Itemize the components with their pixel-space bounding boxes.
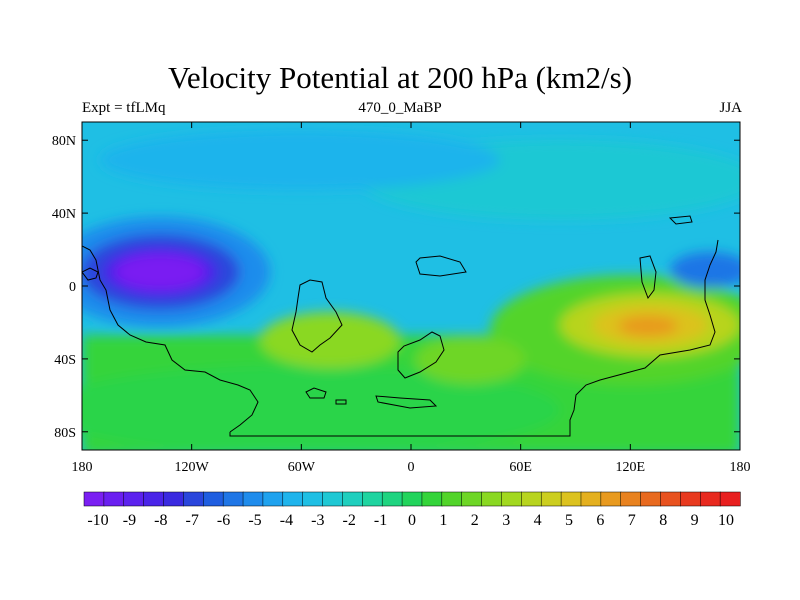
colorbar-label: 3	[502, 512, 510, 529]
colorbar-label: -5	[248, 512, 261, 529]
colorbar-label: -1	[374, 512, 387, 529]
colorbar-label: -6	[217, 512, 230, 529]
x-tick-label: 120W	[175, 460, 210, 475]
colorbar-swatch	[521, 491, 542, 507]
x-tick-label: 0	[408, 460, 415, 475]
y-tick-label: 80S	[54, 426, 76, 441]
colorbar-label: 9	[691, 512, 699, 529]
colorbar-label: 5	[565, 512, 573, 529]
colorbar-label: -8	[154, 512, 167, 529]
x-tick-label: 60E	[509, 460, 532, 475]
case-label: 470_0_MaBP	[358, 100, 442, 116]
x-tick-label: 180	[730, 460, 751, 475]
colorbar-swatch	[183, 491, 204, 507]
coastlines	[82, 215, 719, 437]
colorbar-swatch	[163, 491, 185, 507]
colorbar-swatch	[322, 491, 344, 507]
colorbar-label: 4	[534, 512, 542, 529]
colorbar-swatch	[719, 491, 741, 507]
colorbar-swatch	[580, 491, 602, 507]
colorbar-swatch	[203, 491, 224, 507]
colorbar-label: 10	[718, 512, 734, 529]
colorbar-swatch	[680, 491, 701, 507]
colorbar-swatch	[501, 491, 522, 507]
colorbar-label: 6	[596, 512, 604, 529]
colorbar-label: 2	[471, 512, 479, 529]
colorbar-swatch	[560, 491, 582, 507]
colorbar-label: -2	[343, 512, 356, 529]
colorbar-swatch	[242, 491, 264, 507]
colorbar-swatch	[342, 491, 363, 507]
colorbar-swatch	[262, 491, 284, 507]
colorbar-swatch	[302, 491, 324, 507]
y-axis: 80N 40N 0 40S 80S	[52, 134, 740, 441]
x-tick-label: 60W	[288, 460, 316, 475]
season-label: JJA	[719, 100, 742, 116]
colorbar: -10 -9 -8 -7 -6 -5 -4 -3 -2 -1 0 1 2 3 4 5 6 7 8 9 10	[83, 491, 741, 529]
colorbar-swatch	[600, 491, 622, 507]
x-axis: 180 120W 60W 0 60E 120E 180	[72, 122, 751, 475]
x-tick-label: 120E	[616, 460, 646, 475]
colorbar-swatch	[381, 491, 403, 507]
chart-title: Velocity Potential at 200 hPa (km2/s)	[167, 60, 633, 95]
colorbar-swatch	[540, 491, 562, 507]
colorbar-swatch	[362, 491, 383, 507]
y-tick-label: 40N	[52, 207, 76, 222]
y-tick-label: 0	[69, 280, 76, 295]
colorbar-label: 0	[408, 512, 416, 529]
colorbar-label: 1	[439, 512, 447, 529]
y-tick-label: 80N	[52, 134, 76, 149]
contour-field	[82, 122, 740, 450]
colorbar-swatch	[481, 491, 503, 507]
colorbar-label: -3	[311, 512, 324, 529]
colorbar-swatch	[699, 491, 721, 507]
colorbar-swatch	[421, 491, 443, 507]
colorbar-swatch	[143, 491, 165, 507]
colorbar-swatch	[123, 491, 145, 507]
colorbar-swatch	[461, 491, 483, 507]
y-tick-label: 40S	[54, 353, 76, 368]
colorbar-label: -9	[123, 512, 136, 529]
colorbar-swatch	[222, 491, 244, 507]
colorbar-swatch	[640, 491, 662, 507]
colorbar-swatch	[282, 491, 304, 507]
colorbar-label: 8	[659, 512, 667, 529]
colorbar-swatch	[103, 491, 125, 507]
colorbar-swatch	[401, 491, 423, 507]
experiment-label: Expt = tfLMq	[82, 100, 166, 116]
colorbar-swatch	[83, 491, 105, 507]
colorbar-label: -7	[186, 512, 199, 529]
colorbar-swatch	[660, 491, 682, 507]
colorbar-label: 7	[628, 512, 636, 529]
colorbar-label: -4	[280, 512, 293, 529]
x-tick-label: 180	[72, 460, 93, 475]
colorbar-swatch	[620, 491, 642, 507]
colorbar-swatch	[441, 491, 463, 507]
colorbar-label: -10	[87, 512, 108, 529]
